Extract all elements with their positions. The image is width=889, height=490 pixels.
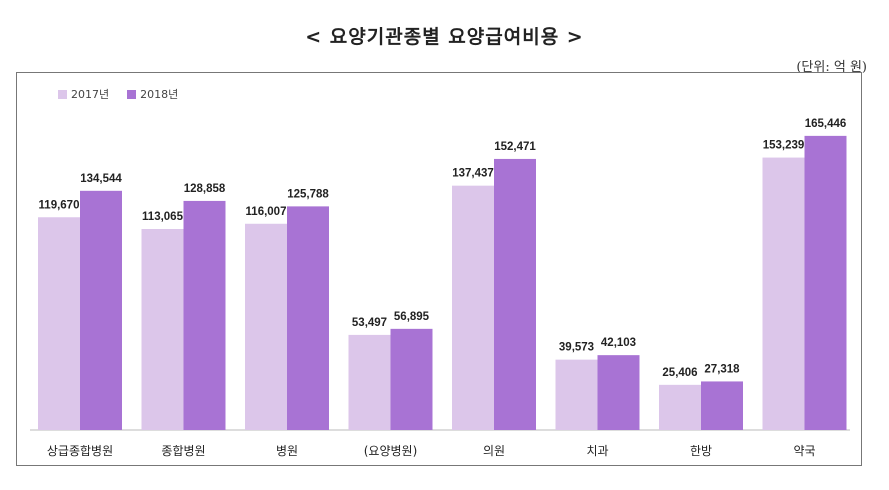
bar-2017-3 <box>348 334 391 430</box>
bar-2017-2 <box>245 223 287 430</box>
category-label-6: 한방 <box>690 444 712 458</box>
data-label-2017-0: 119,670 <box>39 199 80 211</box>
bar-2017-0 <box>38 217 80 430</box>
bar-2018-4 <box>494 158 536 431</box>
chart-frame <box>16 72 862 466</box>
category-label-1: 종합병원 <box>161 444 205 458</box>
bar-2017-7 <box>762 157 805 430</box>
bar-2018-0 <box>80 190 122 430</box>
data-label-2017-1: 113,065 <box>142 211 184 223</box>
legend-label-2018: 2018년 <box>140 88 179 101</box>
bar-2018-5 <box>597 355 640 430</box>
bar-2018-6 <box>701 381 743 430</box>
category-label-7: 약국 <box>793 443 815 458</box>
category-label-0: 상급종합병원 <box>47 444 113 458</box>
bar-2017-6 <box>659 384 701 430</box>
data-label-2017-3: 53,497 <box>352 317 387 329</box>
legend-swatch-2017 <box>58 89 67 99</box>
data-label-2018-7: 165,446 <box>805 118 847 130</box>
data-label-2018-0: 134,544 <box>80 173 122 185</box>
bar-2018-1 <box>183 200 226 430</box>
data-label-2017-4: 137,437 <box>452 168 494 180</box>
data-label-2017-2: 116,007 <box>246 206 287 218</box>
data-label-2018-3: 56,895 <box>394 311 430 323</box>
chart-title: < 요양기관종별 요양급여비용 > <box>305 26 584 48</box>
legend: 2017년 2018년 <box>58 86 178 102</box>
category-label-4: 의원 <box>483 444 505 458</box>
data-label-2017-6: 25,406 <box>662 367 697 379</box>
bar-2017-1 <box>141 228 184 430</box>
legend-item-2017: 2017년 <box>58 86 109 102</box>
category-label-5: 치과 <box>586 444 608 458</box>
data-label-2017-5: 39,573 <box>559 342 594 354</box>
bar-2018-3 <box>390 328 433 430</box>
data-label-2018-4: 152,471 <box>494 141 536 153</box>
category-label-3: (요양병원) <box>364 444 418 458</box>
data-label-2017-7: 153,239 <box>763 140 805 152</box>
data-label-2018-5: 42,103 <box>601 337 636 349</box>
bar-2018-7 <box>804 135 847 430</box>
data-label-2018-2: 125,788 <box>287 188 329 200</box>
bar-2017-5 <box>555 359 598 430</box>
unit-label: (단위: 억 원) <box>796 60 867 75</box>
data-label-2018-6: 27,318 <box>704 363 740 375</box>
legend-item-2018: 2018년 <box>127 86 178 102</box>
bar-2017-4 <box>452 185 494 430</box>
legend-label-2017: 2017년 <box>71 88 110 101</box>
bar-2018-2 <box>287 206 329 430</box>
category-label-2: 병원 <box>276 444 298 458</box>
legend-swatch-2018 <box>127 89 137 99</box>
data-label-2018-1: 128,858 <box>184 183 226 195</box>
